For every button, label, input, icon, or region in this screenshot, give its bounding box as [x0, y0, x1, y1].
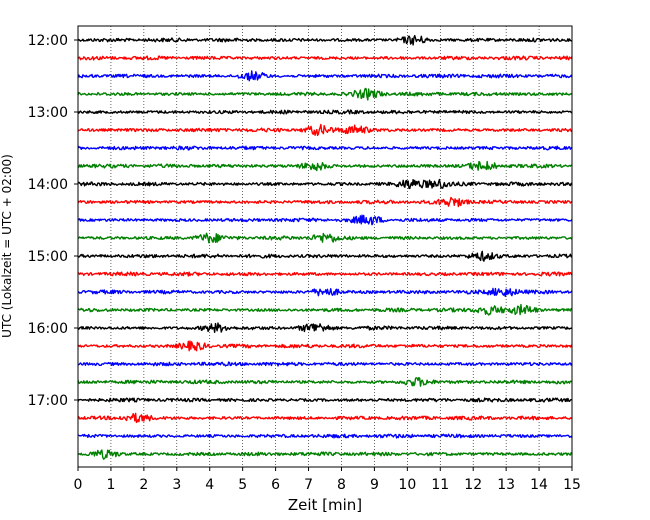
- x-tick-label: 5: [238, 477, 247, 493]
- x-tick-label: 8: [337, 477, 346, 493]
- x-tick-label: 13: [497, 477, 515, 493]
- y-tick-label: 16:00: [28, 321, 68, 337]
- seismogram-trace: [77, 160, 573, 172]
- x-tick-label: 11: [431, 477, 449, 493]
- x-axis: 0 1 2 3 4 5 6 7 8 9 10 11 12 13 14 15: [74, 467, 581, 493]
- seismogram-trace: [77, 271, 573, 277]
- y-tick-label: 14:00: [28, 177, 68, 193]
- seismogram-trace: [77, 196, 573, 208]
- x-axis-title: Zeit [min]: [288, 496, 362, 514]
- x-tick-label: 0: [74, 477, 83, 493]
- seismogram-trace: [77, 70, 573, 82]
- seismogram-trace: [77, 109, 573, 115]
- y-tick-label: 15:00: [28, 249, 68, 265]
- y-tick-label: 13:00: [28, 105, 68, 121]
- seismogram-trace: [77, 340, 573, 352]
- x-tick-label: 15: [563, 477, 581, 493]
- seismogram-trace: [77, 34, 573, 46]
- x-tick-label: 1: [106, 477, 115, 493]
- x-tick-label: 2: [139, 477, 148, 493]
- seismogram-trace: [77, 232, 573, 244]
- seismogram-trace: [77, 123, 573, 137]
- plot-frame: [77, 25, 573, 468]
- seismogram-trace: [77, 376, 573, 387]
- x-tick-label: 3: [172, 477, 181, 493]
- y-axis: 12:00 13:00 14:00 15:00 16:00 17:00: [28, 33, 78, 409]
- seismogram-trace: [77, 303, 573, 316]
- seismogram-trace: [77, 397, 573, 403]
- x-tick-label: 12: [464, 477, 482, 493]
- trace-layer: [77, 34, 573, 460]
- seismogram-trace: [77, 145, 573, 151]
- x-tick-label: 7: [304, 477, 313, 493]
- x-tick-label: 6: [271, 477, 280, 493]
- seismogram-trace: [77, 412, 573, 424]
- seismogram-trace: [77, 55, 573, 61]
- seismogram-trace: [77, 433, 573, 439]
- y-axis-title: UTC (Lokalzeit = UTC + 02:00): [0, 154, 14, 338]
- seismogram-trace: [77, 250, 573, 262]
- seismogram-trace: [77, 449, 573, 460]
- seismogram-trace: [77, 361, 573, 367]
- x-tick-label: 4: [205, 477, 214, 493]
- y-tick-label: 17:00: [28, 393, 68, 409]
- seismogram-trace: [77, 87, 573, 101]
- seismogram-trace: [77, 322, 573, 334]
- x-tick-label: 14: [530, 477, 548, 493]
- y-tick-label: 12:00: [28, 33, 68, 49]
- x-tick-label: 9: [370, 477, 379, 493]
- x-tick-label: 10: [398, 477, 416, 493]
- seismogram-trace: [77, 287, 573, 297]
- seismogram-trace: [77, 178, 573, 190]
- seismogram-trace: [77, 214, 573, 226]
